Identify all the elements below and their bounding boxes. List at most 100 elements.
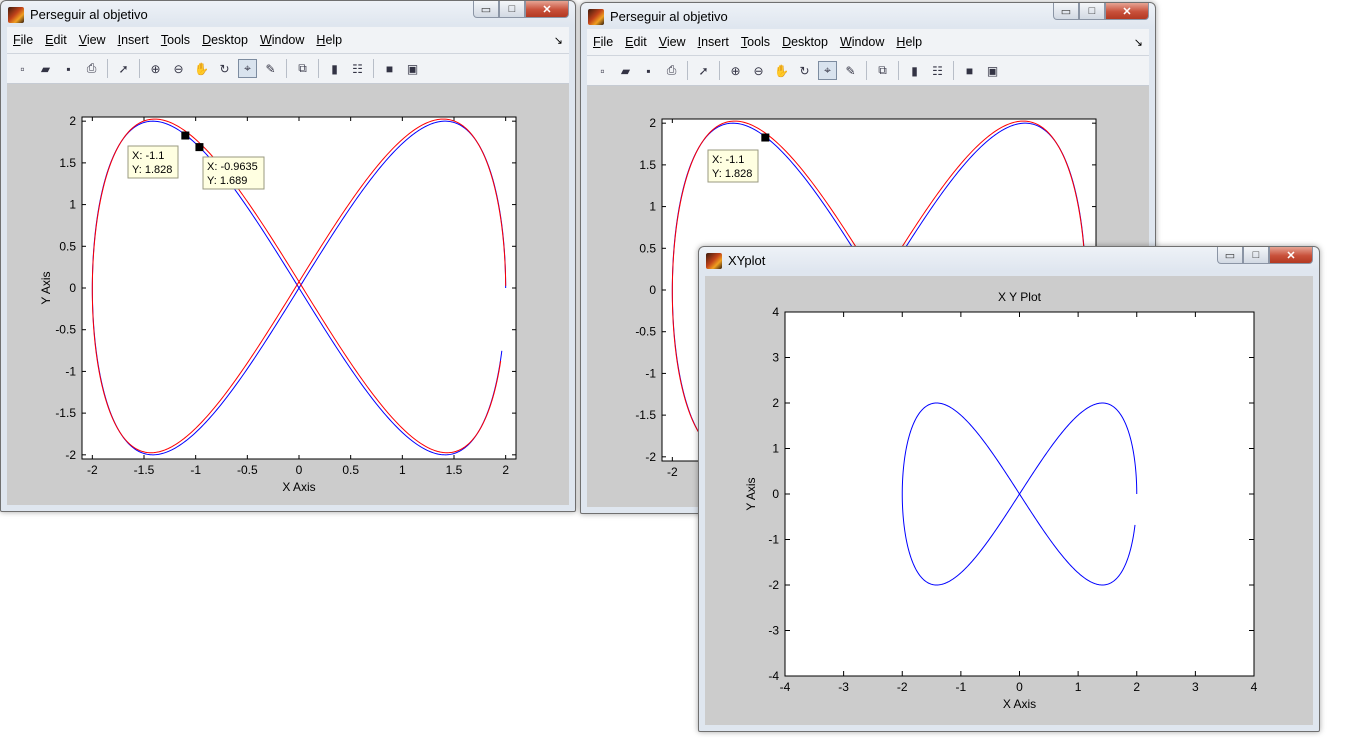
- zoom-in-icon[interactable]: ⊕: [150, 61, 161, 76]
- brush-icon[interactable]: ✎: [845, 63, 856, 78]
- hide-plot-tools-icon[interactable]: ■: [385, 61, 394, 76]
- legend-icon[interactable]: ☷: [932, 63, 943, 78]
- y-tick-label: 4: [772, 305, 779, 319]
- maximize-button[interactable]: □: [1243, 247, 1269, 264]
- data-cursor-icon[interactable]: ⌖: [238, 59, 257, 78]
- toolbar-separator: [139, 59, 140, 78]
- menu-desktop[interactable]: Desktop: [782, 35, 828, 49]
- datatip-box[interactable]: [707, 149, 759, 183]
- open-file-icon[interactable]: ▰: [620, 63, 631, 78]
- y-tick-label: -0.5: [635, 325, 656, 339]
- menu-insert[interactable]: Insert: [117, 33, 149, 47]
- x-tick-label: 0.5: [342, 463, 359, 477]
- menu-insert[interactable]: Insert: [697, 35, 729, 49]
- pointer-icon[interactable]: ➚: [698, 63, 709, 78]
- show-plot-tools-icon[interactable]: ▣: [986, 63, 999, 78]
- rotate-3d-icon[interactable]: ↻: [799, 63, 810, 78]
- datatip-marker[interactable]: [181, 131, 190, 140]
- x-tick-label: 1: [399, 463, 406, 477]
- zoom-in-icon[interactable]: ⊕: [730, 63, 741, 78]
- minimize-button[interactable]: ▭: [1217, 247, 1243, 264]
- link-plot-icon[interactable]: ⧉: [298, 61, 307, 75]
- plot-1[interactable]: -2 -1.5 -1 -0.5 0 0.5 1 1.5 2 -2 -1.5 -1 -0.5 0 0.5 1 1.…: [7, 84, 569, 505]
- menu-window[interactable]: Window: [839, 35, 885, 49]
- x-tick-label: 0: [1016, 680, 1023, 694]
- series-line-blue: [673, 122, 1085, 247]
- menu-help[interactable]: Help: [896, 35, 923, 49]
- datatip-marker[interactable]: [195, 143, 204, 152]
- datatip-box[interactable]: [202, 156, 265, 190]
- menu-view[interactable]: View: [78, 33, 106, 47]
- y-tick-label: 0.5: [639, 241, 656, 255]
- x-tick-label: 2: [1133, 680, 1140, 694]
- figure-canvas: -2 -1.5 -1 -0.5 0 0.5 1 1.5 2 -2 -1.5 -1 -0.5 0 0.5 1 1.…: [7, 84, 569, 505]
- title-bar[interactable]: XYplot ▭ □ ✕: [699, 247, 1319, 273]
- menu-view[interactable]: View: [658, 35, 686, 49]
- y-tick-label: 1: [69, 198, 76, 212]
- menu-edit[interactable]: Edit: [45, 33, 67, 47]
- menu-file[interactable]: File: [13, 33, 34, 47]
- y-axis-label: Y Axis: [39, 271, 53, 304]
- x-axis-label: X Axis: [282, 480, 315, 494]
- menu-desktop[interactable]: Desktop: [202, 33, 248, 47]
- figure-canvas: -4 -3 -2 -1 0 1 2 3 4 -4 -3 -2 -1 0 1 2 3 4 X Y Plot X Axis…: [705, 276, 1313, 725]
- toolbar-separator: [866, 61, 867, 80]
- y-axis-label: Y Axis: [744, 477, 758, 510]
- datatip-box[interactable]: [127, 145, 179, 179]
- pan-hand-icon[interactable]: ✋: [194, 61, 209, 76]
- close-button[interactable]: ✕: [525, 1, 569, 18]
- pan-hand-icon[interactable]: ✋: [774, 63, 789, 78]
- y-tick-label: 0: [772, 487, 779, 501]
- minimize-button[interactable]: ▭: [473, 1, 499, 18]
- new-figure-icon[interactable]: ▫: [20, 61, 25, 76]
- menu-tools[interactable]: Tools: [740, 35, 771, 49]
- maximize-button[interactable]: □: [1079, 3, 1105, 20]
- toolbar-separator: [107, 59, 108, 78]
- link-plot-icon[interactable]: ⧉: [878, 63, 887, 77]
- open-file-icon[interactable]: ▰: [40, 61, 51, 76]
- dock-arrow-icon[interactable]: ↘: [1133, 36, 1143, 49]
- y-tick-label: 1: [649, 200, 656, 214]
- print-icon[interactable]: ⎙: [86, 61, 97, 75]
- save-icon[interactable]: ▪: [646, 63, 651, 78]
- xy-plot[interactable]: -4 -3 -2 -1 0 1 2 3 4 -4 -3 -2 -1 0 1 2 3 4 X Y Plot X Axis…: [705, 276, 1313, 725]
- pointer-icon[interactable]: ➚: [118, 61, 129, 76]
- menu-tools[interactable]: Tools: [160, 33, 191, 47]
- menu-window[interactable]: Window: [259, 33, 305, 47]
- menu-edit[interactable]: Edit: [625, 35, 647, 49]
- dock-arrow-icon[interactable]: ↘: [553, 34, 563, 47]
- x-tick-label: 1: [1075, 680, 1082, 694]
- datatip-marker[interactable]: [761, 133, 770, 142]
- toolbar-separator: [687, 61, 688, 80]
- toolbar-separator: [719, 61, 720, 80]
- rotate-3d-icon[interactable]: ↻: [219, 61, 230, 76]
- colorbar-icon[interactable]: ▮: [911, 63, 918, 78]
- title-bar[interactable]: Perseguir al objetivo ▭ □ ✕: [581, 3, 1155, 29]
- maximize-button[interactable]: □: [499, 1, 525, 18]
- new-figure-icon[interactable]: ▫: [600, 63, 605, 78]
- x-tick-label: -4: [780, 680, 791, 694]
- menu-help[interactable]: Help: [316, 33, 343, 47]
- zoom-out-icon[interactable]: ⊖: [173, 61, 184, 76]
- legend-icon[interactable]: ☷: [352, 61, 363, 76]
- menu-file[interactable]: File: [593, 35, 614, 49]
- title-bar[interactable]: Perseguir al objetivo ▭ □ ✕: [1, 1, 575, 27]
- datatip-x: X: -0.9635: [207, 161, 258, 173]
- series-line-red: [673, 120, 1085, 247]
- close-button[interactable]: ✕: [1269, 247, 1313, 264]
- data-cursor-icon[interactable]: ⌖: [818, 61, 837, 80]
- minimize-button[interactable]: ▭: [1053, 3, 1079, 20]
- colorbar-icon[interactable]: ▮: [331, 61, 338, 76]
- zoom-out-icon[interactable]: ⊖: [753, 63, 764, 78]
- brush-icon[interactable]: ✎: [265, 61, 276, 76]
- print-icon[interactable]: ⎙: [666, 63, 677, 77]
- hide-plot-tools-icon[interactable]: ■: [965, 63, 974, 78]
- figure-toolbar: ▫ ▰ ▪ ⎙ ➚ ⊕ ⊖ ✋ ↻ ⌖ ✎ ⧉ ▮ ☷ ■ ▣: [587, 56, 1149, 86]
- save-icon[interactable]: ▪: [66, 61, 71, 76]
- show-plot-tools-icon[interactable]: ▣: [406, 61, 419, 76]
- toolbar-separator: [953, 61, 954, 80]
- close-button[interactable]: ✕: [1105, 3, 1149, 20]
- y-tick-label: -0.5: [55, 323, 76, 337]
- y-tick-label: -1: [65, 364, 76, 378]
- x-tick-label: -1: [190, 463, 201, 477]
